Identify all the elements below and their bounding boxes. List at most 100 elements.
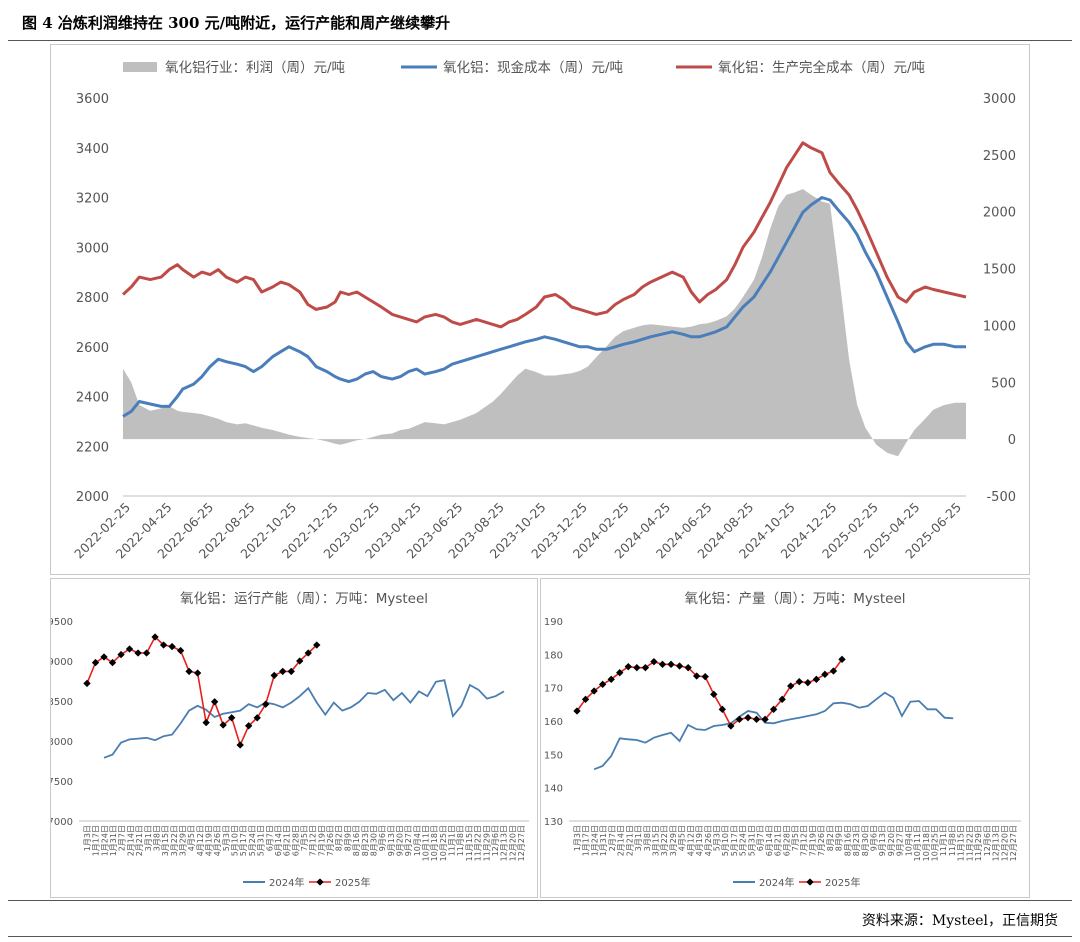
x-tick-label: 2月21日 — [625, 825, 634, 856]
x-tick-label: 9月20日 — [887, 825, 896, 856]
series-2025-marker — [710, 690, 718, 699]
x-tick-label: 3月29日 — [178, 825, 187, 856]
y-tick-label: 150 — [544, 750, 563, 761]
series-2025-marker — [142, 649, 151, 657]
series-2025-marker — [279, 667, 287, 676]
x-tick-label: 4月5日 — [187, 825, 196, 851]
y-right-tick-label: 3000 — [983, 92, 1016, 107]
y-tick-label: 170 — [544, 684, 563, 695]
series-2025-marker — [168, 642, 176, 651]
figure-title: 图 4 冶炼利润维持在 300 元/吨附近，运行产能和周产继续攀升 — [22, 14, 451, 32]
series-2025-marker — [108, 658, 117, 667]
series-2025-marker — [176, 646, 185, 655]
legend-swatch-profit — [123, 62, 157, 72]
x-tick-label: 5月10日 — [721, 825, 730, 856]
x-tick-label: 2月21日 — [135, 825, 144, 856]
x-tick-label: 4月12日 — [686, 825, 695, 856]
x-tick-label: 7月19日 — [317, 825, 326, 856]
x-tick-label: 6月7日 — [265, 825, 274, 851]
output-chart: 氧化铝：产量（周）：万吨：Mysteel 130 140 150 160 170 180 19… — [544, 591, 1021, 889]
x-tick-label: 5月3日 — [222, 825, 231, 851]
y-left-tick-label: 2400 — [76, 391, 109, 406]
x-tick-label: 8月16日 — [352, 825, 361, 856]
x-tick-label: 3月8日 — [643, 825, 652, 851]
x-tick-label: 2月7日 — [608, 825, 617, 851]
chart-title: 氧化铝：运行产能（周）：万吨：Mysteel — [180, 591, 428, 607]
x-tick-label: 12月20日 — [1000, 825, 1009, 861]
y-tick-label: 130 — [544, 817, 563, 828]
legend-label-2024: 2024年 — [269, 876, 304, 889]
series-2025-marker — [812, 675, 821, 684]
x-tick-label: 3月29日 — [669, 825, 678, 856]
y-left-tick-label: 3400 — [76, 142, 109, 157]
series-2025-marker — [185, 667, 193, 676]
x-tick-label: 6月14日 — [765, 825, 774, 856]
legend-label: 氧化铝：现金成本（周）元/吨 — [443, 60, 623, 76]
x-tick-label: 5月3日 — [713, 825, 722, 851]
series-2025-marker — [633, 663, 641, 672]
series-2025-marker — [701, 672, 709, 681]
x-tick-label: 7月26日 — [817, 825, 826, 856]
series-2025-marker — [667, 660, 675, 669]
y-left-tick-label: 2200 — [76, 440, 109, 455]
x-tick-label: 4月12日 — [196, 825, 205, 856]
y-tick-label: 8000 — [51, 737, 73, 748]
x-tick-label: 7月26日 — [326, 825, 335, 856]
series-2024-line — [103, 679, 505, 759]
x-tick-label: 9月13日 — [878, 825, 887, 856]
y-tick-label: 7000 — [51, 817, 73, 828]
x-tick-label: 12月13日 — [500, 825, 509, 861]
y-left-tick-label: 2800 — [76, 291, 109, 306]
x-tick-label: 3月15日 — [651, 825, 660, 856]
x-tick-label: 11月1日 — [448, 825, 457, 856]
legend-marker-2025 — [806, 878, 814, 886]
x-tick-label: 7月12日 — [309, 825, 318, 856]
x-tick-label: 1月17日 — [582, 825, 591, 856]
legend-label-2025: 2025年 — [335, 876, 370, 889]
series-2025-marker — [270, 671, 278, 680]
series-2025-marker — [236, 741, 244, 749]
x-tick-label: 10月4日 — [904, 825, 913, 856]
x-tick-label: 3月15日 — [161, 825, 170, 856]
x-tick-label: 6月28日 — [782, 825, 791, 856]
legend-marker-2025 — [316, 878, 324, 886]
capacity-chart: 氧化铝：运行产能（周）：万吨：Mysteel 7000 7500 8000 8500 90… — [48, 591, 529, 889]
x-tick-label: 5月10日 — [231, 825, 240, 856]
source-note: 资料来源：Mysteel，正信期货 — [861, 913, 1058, 929]
x-tick-label: 9月6日 — [378, 825, 387, 851]
x-tick-label: 12月27日 — [1009, 825, 1018, 861]
series-2025-marker — [778, 695, 786, 704]
x-tick-label: 8月9日 — [835, 825, 844, 851]
y-right-tick-label: 1500 — [983, 263, 1016, 278]
x-tick-label: 1月3日 — [83, 825, 92, 851]
x-tick-label: 3月1日 — [634, 825, 643, 851]
x-tick-label: 11月1日 — [939, 825, 948, 856]
x-tick-label: 6月28日 — [291, 825, 300, 856]
x-tick-label: 6月21日 — [774, 825, 783, 856]
legend-label-2025: 2025年 — [825, 876, 860, 889]
y-right-tick-label: 2500 — [983, 149, 1016, 164]
x-tick-label: 10月25日 — [439, 825, 448, 861]
x-tick-label: 11月29日 — [974, 825, 983, 861]
x-tick-label: 10月11日 — [913, 825, 922, 861]
y-right-tick-label: -500 — [986, 490, 1016, 505]
profit-area — [123, 189, 966, 457]
x-tick-label: 10月4日 — [413, 825, 422, 856]
bottom-rule-1 — [8, 900, 1072, 901]
series-2025-marker — [262, 700, 270, 708]
legend-label: 氧化铝行业：利润（周）元/吨 — [165, 60, 345, 76]
x-tick-label: 1月24日 — [590, 825, 599, 856]
x-tick-label: 11月22日 — [965, 825, 974, 861]
series-2025-marker — [616, 668, 624, 677]
y-tick-label: 8500 — [51, 697, 73, 708]
x-tick-label: 12月27日 — [517, 825, 526, 861]
x-tick-label: 6月14日 — [274, 825, 283, 856]
x-tick-label: 2月14日 — [126, 825, 135, 856]
x-tick-label: 4月19日 — [205, 825, 214, 856]
series-2025-marker — [91, 658, 100, 667]
x-tick-label: 8月2日 — [826, 825, 835, 851]
x-tick-label: 8月23日 — [361, 825, 370, 856]
x-tick-label: 11月15日 — [957, 825, 966, 861]
x-tick-label: 9月20日 — [395, 825, 404, 856]
y-tick-label: 9000 — [51, 657, 73, 668]
